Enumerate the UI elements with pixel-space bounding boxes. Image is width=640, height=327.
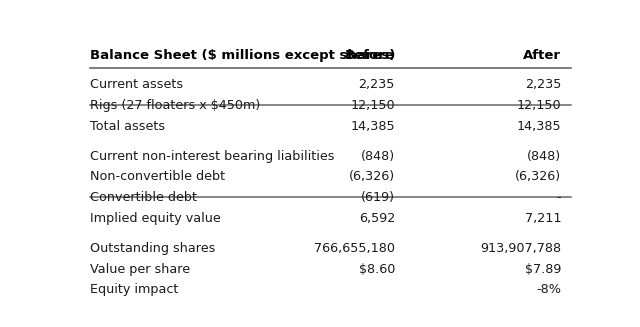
- Text: -: -: [557, 191, 561, 204]
- Text: Implied equity value: Implied equity value: [90, 212, 221, 225]
- Text: Equity impact: Equity impact: [90, 283, 179, 296]
- Text: 766,655,180: 766,655,180: [314, 242, 395, 255]
- Text: (848): (848): [361, 150, 395, 163]
- Text: 6,592: 6,592: [358, 212, 395, 225]
- Text: (619): (619): [361, 191, 395, 204]
- Text: -8%: -8%: [536, 283, 561, 296]
- Text: Non-convertible debt: Non-convertible debt: [90, 170, 225, 183]
- Text: 12,150: 12,150: [350, 99, 395, 112]
- Text: $8.60: $8.60: [358, 263, 395, 276]
- Text: Rigs (27 floaters x $450m): Rigs (27 floaters x $450m): [90, 99, 260, 112]
- Text: $7.89: $7.89: [525, 263, 561, 276]
- Text: 12,150: 12,150: [516, 99, 561, 112]
- Text: 2,235: 2,235: [525, 78, 561, 91]
- Text: Current assets: Current assets: [90, 78, 183, 91]
- Text: 14,385: 14,385: [516, 120, 561, 132]
- Text: 2,235: 2,235: [358, 78, 395, 91]
- Text: 7,211: 7,211: [525, 212, 561, 225]
- Text: (6,326): (6,326): [349, 170, 395, 183]
- Text: Outstanding shares: Outstanding shares: [90, 242, 215, 255]
- Text: Balance Sheet ($ millions except shares): Balance Sheet ($ millions except shares): [90, 49, 396, 62]
- Text: 14,385: 14,385: [350, 120, 395, 132]
- Text: (6,326): (6,326): [515, 170, 561, 183]
- Text: 913,907,788: 913,907,788: [480, 242, 561, 255]
- Text: Current non-interest bearing liabilities: Current non-interest bearing liabilities: [90, 150, 335, 163]
- Text: Total assets: Total assets: [90, 120, 165, 132]
- Text: Value per share: Value per share: [90, 263, 190, 276]
- Text: (848): (848): [527, 150, 561, 163]
- Text: After: After: [523, 49, 561, 62]
- Text: Convertible debt: Convertible debt: [90, 191, 197, 204]
- Text: Before: Before: [345, 49, 395, 62]
